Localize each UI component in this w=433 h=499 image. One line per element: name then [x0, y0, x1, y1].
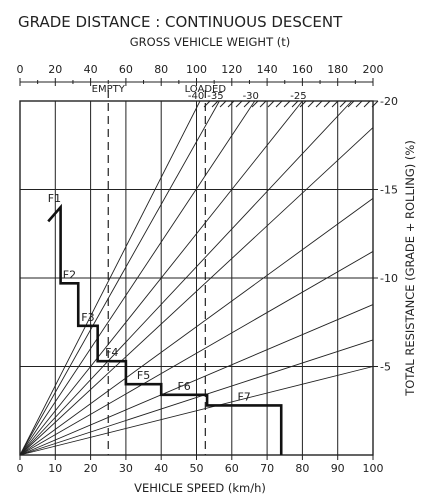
y-axis-tick-label: -10: [380, 272, 398, 285]
hatch-mark: [355, 100, 363, 108]
resistance-line-label: -35: [207, 91, 223, 102]
top-axis-label: GROSS VEHICLE WEIGHT (t): [130, 35, 291, 49]
gear-label: F3: [81, 311, 94, 324]
hatch-mark: [299, 100, 307, 108]
resistance-line: [19, 100, 201, 456]
x-axis-tick-label: 40: [154, 462, 168, 475]
gear-label: F1: [48, 192, 61, 205]
hatch-mark: [219, 100, 227, 108]
top-axis-tick-label: 0: [17, 63, 24, 76]
resistance-line: [19, 197, 374, 456]
top-axis-tick-label: 80: [154, 63, 168, 76]
x-axis-tick-label: 90: [331, 462, 345, 475]
y-axis-tick-label: -20: [380, 95, 398, 108]
gear-curve-layer: F1 F2 F3 F4 F5 F6 F7: [47, 192, 283, 455]
hatch-mark: [315, 100, 323, 108]
resistance-lines-layer: -40 -35 -30 -25: [19, 91, 379, 456]
top-axis-tick-label: 20: [48, 63, 62, 76]
hatch-mark: [267, 100, 275, 108]
hatch-mark: [243, 100, 251, 108]
x-axis-tick-label: 80: [295, 462, 309, 475]
hatch-mark: [227, 100, 235, 108]
resistance-line: [19, 100, 220, 456]
gear-label: F2: [63, 268, 76, 281]
x-axis-tick-label: 60: [225, 462, 239, 475]
weight-marker-label: EMPTY: [92, 84, 126, 95]
tick-labels-layer: 0 20 40 60 80 100 120 140 160 180 200 0 10 20 30 40 50 60…: [17, 63, 398, 475]
x-axis-tick-label: 20: [84, 462, 98, 475]
hatch-mark: [275, 100, 283, 108]
x-axis-tick-label: 0: [17, 462, 24, 475]
hatch-mark: [323, 100, 331, 108]
gear-label: F6: [177, 380, 190, 393]
resistance-line: [19, 304, 374, 456]
top-axis-tick-label: 100: [186, 63, 207, 76]
gear-label: F7: [237, 390, 250, 403]
resistance-line-label: -25: [290, 91, 306, 102]
x-axis-label: VEHICLE SPEED (km/h): [134, 481, 266, 495]
hatch-mark: [347, 100, 355, 108]
hatch-mark: [331, 100, 339, 108]
hatch-mark: [363, 100, 371, 108]
weight-marker-label: LOADED: [185, 84, 227, 95]
x-axis-tick-label: 100: [363, 462, 384, 475]
x-axis-tick-label: 70: [260, 462, 274, 475]
gear-label: F5: [137, 369, 150, 382]
chart-title: GRADE DISTANCE : CONTINUOUS DESCENT: [18, 13, 343, 31]
top-axis-tick-label: 200: [363, 63, 384, 76]
hatch-mark: [251, 100, 259, 108]
hatch-mark: [283, 100, 291, 108]
top-axis-tick-label: 140: [257, 63, 278, 76]
resistance-line-label: -40: [188, 91, 204, 102]
resistance-line: [19, 251, 374, 456]
hatch-mark: [291, 100, 299, 108]
hatch-mark: [235, 100, 243, 108]
hatch-mark: [339, 100, 347, 108]
top-axis-tick-label: 40: [84, 63, 98, 76]
top-axis-tick-label: 120: [221, 63, 242, 76]
resistance-line: [19, 366, 374, 456]
hatch-mark: [259, 100, 267, 108]
y-axis-tick-label: -15: [380, 184, 398, 197]
resistance-line-label: -30: [243, 91, 259, 102]
top-axis-tick-label: 60: [119, 63, 133, 76]
top-axis-tick-label: 160: [292, 63, 313, 76]
gear-label: F4: [105, 346, 118, 359]
resistance-line: [19, 339, 374, 456]
resistance-line: [19, 100, 303, 456]
x-axis-tick-label: 10: [48, 462, 62, 475]
x-axis-tick-label: 30: [119, 462, 133, 475]
resistance-line: [19, 100, 353, 456]
resistance-line: [19, 100, 256, 456]
hatch-mark: [211, 100, 219, 108]
resistance-line: [19, 127, 374, 456]
top-axis-tick-label: 180: [327, 63, 348, 76]
hatch-mark: [371, 100, 379, 108]
x-axis-tick-label: 50: [190, 462, 204, 475]
y-axis-label: TOTAL RESISTANCE (GRADE + ROLLING) (%): [403, 140, 417, 397]
y-axis-tick-label: -5: [380, 361, 391, 374]
hatch-mark: [307, 100, 315, 108]
gear-step-curve: [47, 203, 283, 455]
